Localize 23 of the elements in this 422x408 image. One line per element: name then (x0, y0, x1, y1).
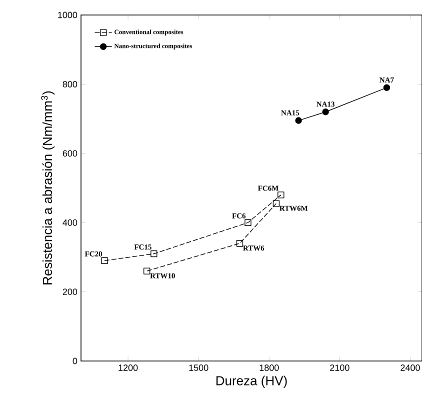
y-tick-label: 1000 (58, 12, 78, 18)
x-tick-label: 2400 (400, 364, 420, 371)
x-tick-label: 2100 (330, 364, 350, 371)
point (144, 268, 150, 274)
x-tick-label: 1800 (260, 364, 279, 371)
point (383, 84, 390, 92)
point (278, 192, 284, 198)
point (150, 250, 158, 258)
point (101, 257, 108, 264)
y-tick-label: 600 (62, 150, 78, 157)
y-tick-label: 0 (72, 358, 78, 364)
point (272, 200, 280, 207)
point (236, 240, 244, 247)
x-axis-title: Dureza (HV) (216, 376, 287, 388)
y-tick-label: 400 (62, 219, 78, 226)
point (244, 219, 252, 226)
point (295, 117, 302, 124)
x-tick-label: 1200 (118, 364, 138, 371)
x-tick-label: 1500 (189, 364, 208, 371)
point (322, 108, 329, 116)
y-axis-title: Resistencia a abrasión (Nm/mm$^{3}$) (41, 91, 55, 284)
y-tick-label: 200 (62, 288, 78, 295)
y-tick-label: 800 (62, 81, 78, 88)
